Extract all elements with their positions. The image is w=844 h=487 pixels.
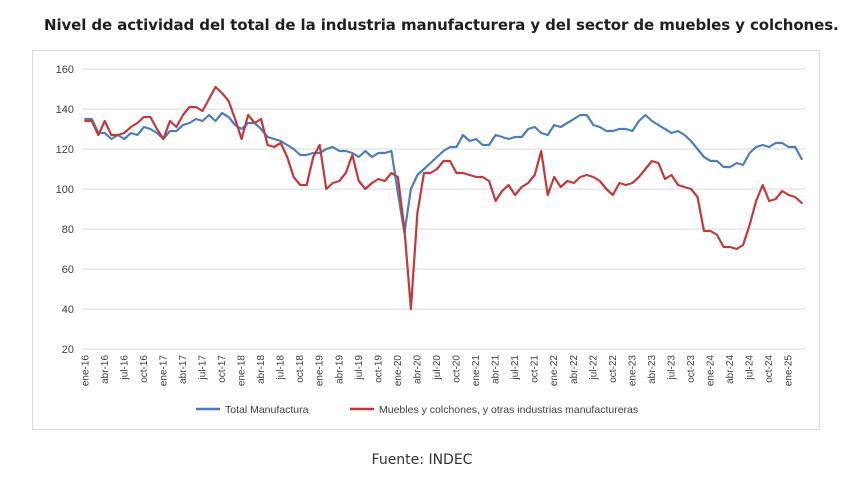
x-tick-label: abr-23 (647, 355, 658, 384)
y-tick-label: 40 (62, 304, 74, 316)
x-axis: ene-16 abr-16 jul-16 oct-16 ene-17 abr-17 jul-… (80, 355, 794, 387)
legend-label-total-manufactura: Total Manufactura (225, 404, 309, 416)
x-tick-label: jul-18 (276, 355, 287, 381)
x-tick-label: abr-20 (412, 355, 423, 384)
x-tick-label: oct-19 (373, 355, 384, 383)
x-tick-label: ene-16 (80, 355, 91, 387)
source-note: Fuente: INDEC (371, 452, 473, 468)
x-tick-label: abr-18 (256, 355, 267, 384)
x-tick-label: oct-23 (686, 355, 697, 383)
x-tick-label: jul-16 (119, 355, 130, 381)
x-tick-label: jul-22 (588, 355, 599, 381)
x-tick-label: ene-20 (393, 355, 404, 387)
series (84, 85, 803, 311)
x-tick-label: oct-24 (764, 355, 775, 383)
x-tick-label: jul-21 (510, 355, 521, 381)
x-tick-label: jul-17 (198, 355, 209, 381)
x-tick-label: abr-22 (569, 355, 580, 384)
series-line-muebles-colchones (84, 85, 803, 311)
line-chart: 20 40 60 80 100 120 140 160 ene-16 abr-16 jul-16 o… (56, 64, 805, 416)
legend: Total Manufactura Muebles y colchones, y … (196, 404, 638, 416)
y-axis: 20 40 60 80 100 120 140 160 (56, 64, 74, 356)
x-tick-label: oct-21 (530, 355, 541, 383)
x-tick-label: abr-16 (100, 355, 111, 384)
x-tick-label: ene-22 (549, 355, 560, 387)
x-tick-label: oct-17 (217, 355, 228, 383)
x-tick-label: oct-22 (608, 355, 619, 383)
x-tick-label: jul-24 (745, 355, 756, 381)
x-tick-label: abr-21 (491, 355, 502, 384)
series-line-total-manufactura (84, 111, 803, 235)
x-tick-label: ene-24 (706, 355, 717, 387)
x-tick-label: jul-19 (354, 355, 365, 381)
x-tick-label: abr-17 (178, 355, 189, 384)
legend-label-muebles-colchones: Muebles y colchones, y otras industrias … (379, 404, 638, 416)
x-tick-label: abr-24 (725, 355, 736, 384)
y-tick-label: 140 (56, 104, 74, 116)
y-tick-label: 160 (56, 64, 74, 76)
gridlines (82, 68, 805, 350)
x-tick-label: ene-17 (158, 355, 169, 387)
chart-frame: 20 40 60 80 100 120 140 160 ene-16 abr-16 jul-16 o… (32, 50, 820, 430)
x-tick-label: ene-18 (237, 355, 248, 387)
x-tick-label: jul-20 (432, 355, 443, 381)
page-title: Nivel de actividad del total de la indus… (44, 16, 839, 34)
x-tick-label: oct-18 (295, 355, 306, 383)
x-tick-label: ene-21 (471, 355, 482, 387)
y-tick-label: 80 (62, 224, 74, 236)
y-tick-label: 60 (62, 264, 74, 276)
x-tick-label: ene-25 (784, 355, 795, 387)
x-tick-label: abr-19 (334, 355, 345, 384)
x-tick-label: ene-23 (627, 355, 638, 387)
y-tick-label: 120 (56, 144, 74, 156)
x-tick-label: ene-19 (315, 355, 326, 387)
y-tick-label: 20 (62, 344, 74, 356)
y-tick-label: 100 (56, 184, 74, 196)
x-tick-label: oct-16 (139, 355, 150, 383)
x-tick-label: oct-20 (452, 355, 463, 383)
x-tick-label: jul-23 (666, 355, 677, 381)
